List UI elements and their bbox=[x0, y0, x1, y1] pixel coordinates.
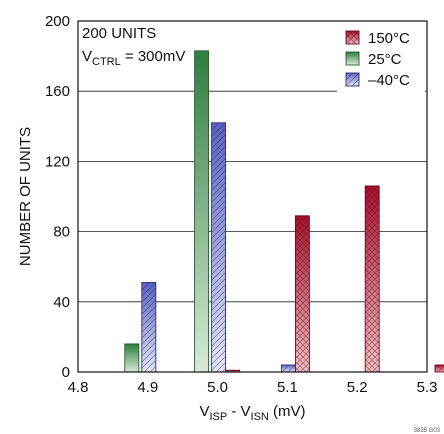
bar-hatch bbox=[141, 282, 156, 372]
legend-swatch-outline bbox=[345, 30, 360, 45]
bar-solid bbox=[124, 343, 140, 373]
x-tick-label: 5.3 bbox=[417, 379, 438, 396]
y-tick-label: 80 bbox=[53, 224, 70, 241]
bar-hatch bbox=[435, 364, 444, 372]
x-axis-label: VISP - VISN (mV) bbox=[199, 403, 305, 423]
bar-diagonal bbox=[211, 122, 227, 373]
axes bbox=[77, 20, 428, 373]
legend-label: 150°C bbox=[368, 30, 410, 47]
legend-item: 150°C bbox=[345, 30, 410, 47]
bar-hatch bbox=[211, 122, 226, 372]
legend-item: 25°C bbox=[345, 51, 402, 68]
bar-hatch bbox=[225, 370, 240, 372]
y-tick-label: 120 bbox=[45, 153, 70, 170]
bar-hatch bbox=[281, 364, 296, 372]
legend: 150°C 25°C –40°C bbox=[337, 22, 425, 98]
plot-frame bbox=[77, 20, 428, 373]
legend-label: –40°C bbox=[368, 72, 410, 89]
legend-swatch-hatch bbox=[346, 31, 359, 44]
x-tick-labels: 4.8 4.9 5.0 5.1 5.2 5.3 bbox=[68, 379, 438, 396]
bar-crosshatch bbox=[434, 364, 444, 373]
bar-solid bbox=[194, 50, 210, 373]
annotation-vctrl: VCTRL = 300mV bbox=[82, 48, 185, 68]
bar-crosshatch bbox=[364, 185, 380, 373]
bars bbox=[124, 50, 444, 373]
y-tick-label: 0 bbox=[62, 364, 70, 381]
bar-crosshatch bbox=[294, 215, 310, 373]
bar-hatch bbox=[365, 185, 380, 372]
bar-diagonal bbox=[280, 364, 296, 373]
legend-swatch-hatch bbox=[346, 73, 359, 86]
legend-swatch bbox=[346, 52, 359, 65]
y-axis-label: NUMBER OF UNITS bbox=[17, 127, 34, 266]
bar-hatch bbox=[295, 215, 310, 372]
legend-label: 25°C bbox=[368, 51, 402, 68]
annotation-units: 200 UNITS bbox=[82, 25, 156, 42]
x-tick-label: 4.8 bbox=[68, 379, 89, 396]
y-tick-label: 40 bbox=[53, 294, 70, 311]
x-tick-label: 5.1 bbox=[277, 379, 298, 396]
legend-swatch-outline bbox=[345, 72, 360, 87]
bar-diagonal bbox=[141, 282, 157, 373]
figure-id: 3835 G03 bbox=[414, 428, 441, 434]
y-tick-labels: 0 40 80 120 160 200 bbox=[45, 13, 70, 381]
legend-swatch-outline bbox=[345, 51, 360, 66]
legend-item: –40°C bbox=[345, 72, 410, 89]
y-tick-label: 200 bbox=[45, 13, 70, 30]
x-tick-label: 4.9 bbox=[137, 379, 158, 396]
y-tick-label: 160 bbox=[45, 83, 70, 100]
bar-fill bbox=[194, 50, 209, 373]
bar-fill bbox=[124, 343, 139, 372]
bar-outline bbox=[434, 364, 444, 373]
x-tick-label: 5.0 bbox=[207, 379, 228, 396]
x-tick-label: 5.2 bbox=[347, 379, 368, 396]
